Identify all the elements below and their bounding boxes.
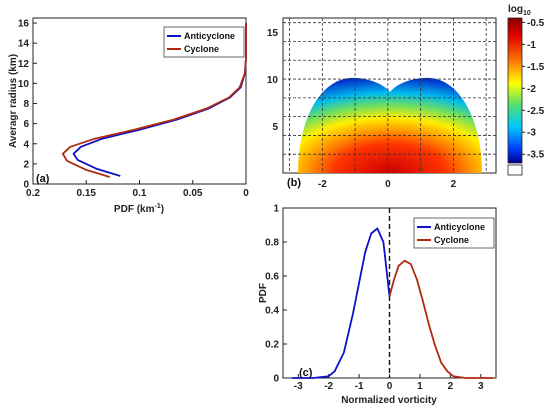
a-ytick-label-6: 12 xyxy=(18,59,30,70)
panel-c-label: (c) xyxy=(299,367,313,379)
a-xtick-label-2: 0.1 xyxy=(133,188,147,199)
panel-c: 0 0.2 0.4 0.6 0.8 1 -3 -2 -1 0 1 2 3 PDF Normalized… xyxy=(258,204,497,406)
panel-c-xlabel: Normalized vorticity xyxy=(341,395,437,406)
panel-a-label: (a) xyxy=(36,173,50,185)
a-ytick-label-8: 16 xyxy=(18,19,30,30)
panel-c-ylabel: PDF xyxy=(258,283,269,303)
c-ytick-label-1: 0.2 xyxy=(265,340,279,351)
b-ytick-label-1: 10 xyxy=(267,75,279,86)
b-xtick-label-2: 2 xyxy=(451,179,457,190)
panel-c-x-ticks: -3 -2 -1 0 1 2 3 xyxy=(294,374,484,392)
cb-tick-label-3: -2 xyxy=(527,84,536,95)
c-xtick-label-3: 0 xyxy=(387,381,393,392)
heatmap-blob xyxy=(298,77,482,173)
cb-tick-label-6: -3.5 xyxy=(527,150,545,161)
colorbar: log10 -0.5 -1 -1.5 -2 -2.5 -3 -3.5 xyxy=(507,4,545,176)
b-ytick-label-0: 5 xyxy=(272,122,278,133)
panel-b-grid xyxy=(283,18,496,173)
c-xtick-label-6: 3 xyxy=(478,381,484,392)
c-ytick-label-4: 0.8 xyxy=(265,238,279,249)
c-xtick-label-4: 1 xyxy=(417,381,423,392)
cb-tick-label-5: -3 xyxy=(527,128,536,139)
panel-a-ylabel: Averagr radius (km) xyxy=(8,54,19,148)
cb-tick-label-1: -1 xyxy=(527,40,536,51)
panel-c-legend: Anticyclone Cyclone xyxy=(413,217,495,249)
b-ytick-label-2: 15 xyxy=(267,28,279,39)
panel-b-x-ticks: -2 0 2 xyxy=(318,179,457,190)
c-xtick-label-2: -1 xyxy=(355,381,364,392)
colorbar-title: log10 xyxy=(508,4,531,17)
panel-b-label: (b) xyxy=(287,177,301,189)
a-ytick-label-3: 6 xyxy=(23,119,29,130)
b-xtick-label-1: 0 xyxy=(385,179,391,190)
c-xtick-label-5: 2 xyxy=(448,381,454,392)
a-ytick-label-2: 4 xyxy=(23,139,29,150)
panel-a: 0 2 4 6 8 10 12 14 16 0.2 0.15 0.1 0.05 0 Averagr ra… xyxy=(8,17,249,215)
panel-a-x-ticks: 0.2 0.15 0.1 0.05 0 xyxy=(26,180,249,199)
b-xtick-label-0: -2 xyxy=(318,179,327,190)
panel-c-y-ticks: 0 0.2 0.4 0.6 0.8 1 xyxy=(265,204,287,385)
cb-tick-label-2: -1.5 xyxy=(527,62,545,73)
panel-a-y-ticks: 0 2 4 6 8 10 12 14 16 xyxy=(18,19,37,191)
a-ytick-label-0: 0 xyxy=(23,180,29,191)
legend-c-cyclone-label: Cyclone xyxy=(434,235,469,245)
a-ytick-label-1: 2 xyxy=(23,159,29,170)
a-xtick-label-1: 0.15 xyxy=(77,188,97,199)
colorbar-below-swatch xyxy=(507,164,523,176)
a-ytick-label-4: 8 xyxy=(23,99,29,110)
c-ytick-label-5: 1 xyxy=(273,204,279,215)
a-ytick-label-5: 10 xyxy=(18,79,30,90)
c-ytick-label-3: 0.6 xyxy=(265,272,279,283)
c-series-anticyclone xyxy=(292,227,391,379)
cb-tick-label-4: -2.5 xyxy=(527,106,545,117)
legend-a-cyclone-label: Cyclone xyxy=(184,44,219,54)
panel-c-series xyxy=(292,227,493,379)
colorbar-gradient xyxy=(507,17,523,164)
c-ytick-label-2: 0.4 xyxy=(265,306,279,317)
colorbar-ticks: -0.5 -1 -1.5 -2 -2.5 -3 -3.5 xyxy=(522,18,545,161)
panel-a-series xyxy=(61,23,247,178)
cb-tick-label-0: -0.5 xyxy=(527,18,545,29)
c-series-cyclone xyxy=(388,259,493,379)
a-xtick-label-0: 0.2 xyxy=(26,188,40,199)
a-xtick-label-3: 0.05 xyxy=(183,188,203,199)
a-xtick-label-4: 0 xyxy=(243,188,249,199)
c-xtick-label-0: -3 xyxy=(294,381,303,392)
legend-a-anticyclone-label: Anticyclone xyxy=(184,31,235,41)
c-xtick-label-1: -2 xyxy=(324,381,333,392)
panel-a-legend: Anticyclone Cyclone xyxy=(163,26,245,58)
legend-c-anticyclone-label: Anticyclone xyxy=(434,222,485,232)
panel-b-y-ticks: 5 10 15 xyxy=(267,28,279,133)
a-ytick-label-7: 14 xyxy=(18,39,30,50)
c-ytick-label-0: 0 xyxy=(273,374,279,385)
a-series-cyclone xyxy=(61,23,247,178)
panel-a-xlabel: PDF (km-1) xyxy=(114,203,164,215)
